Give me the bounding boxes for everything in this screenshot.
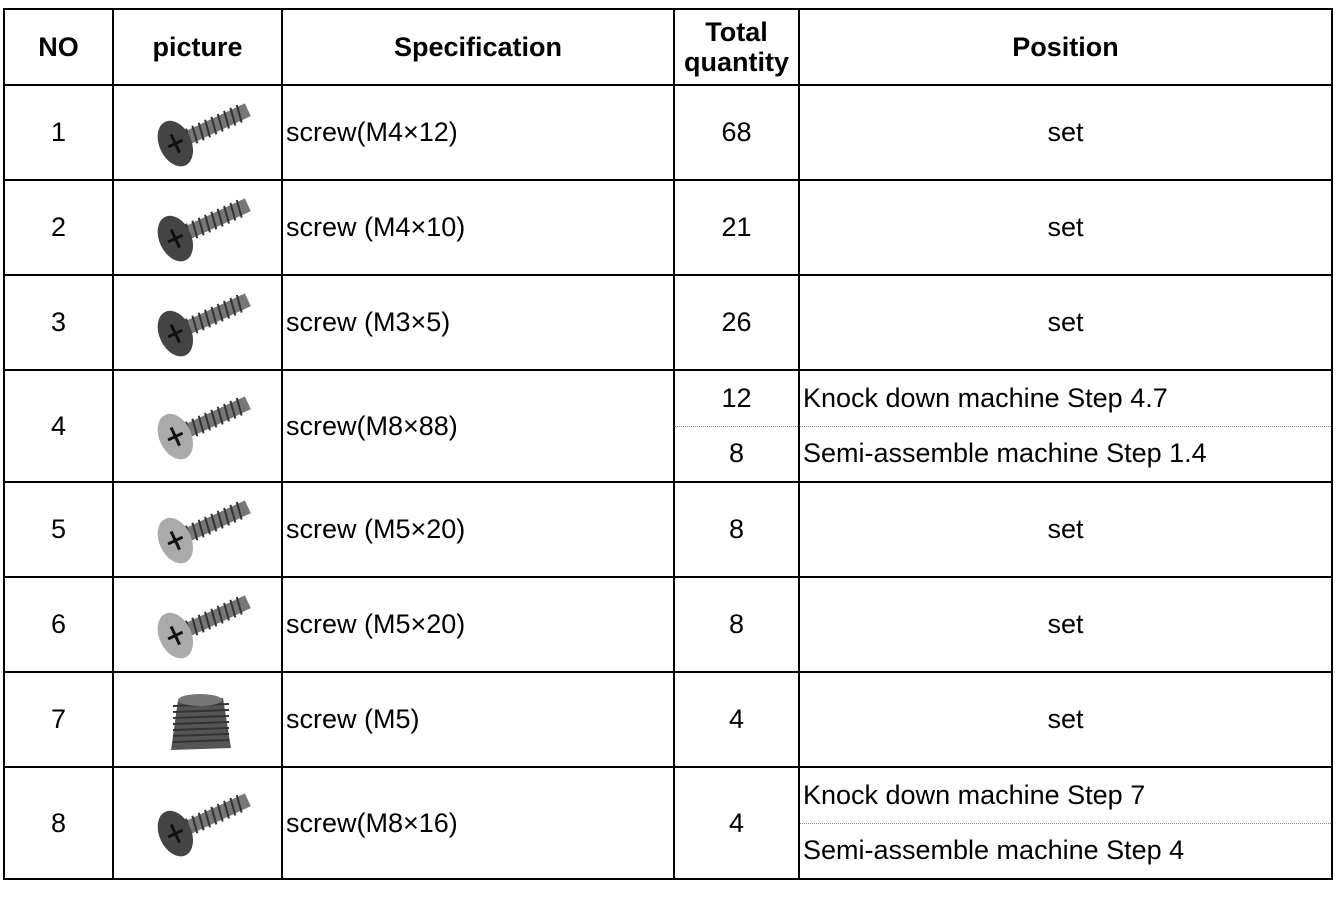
spec-cell: screw(M8×16) — [281, 766, 675, 880]
pic-cell — [112, 369, 283, 483]
quantity-cell: 26 — [673, 274, 800, 371]
header-cell: NO — [3, 8, 114, 86]
no-cell: 7 — [3, 671, 114, 768]
table-row: 1 screw(M4×12) 68 set — [3, 84, 1333, 181]
pic-cell — [112, 671, 283, 768]
table-row: 4 screw(M8×88) 12 Knock down machine Step 4… — [3, 369, 1333, 483]
table-row: 8 Semi-assemble machine Step 1.4 — [4, 425, 1333, 483]
position-cell: Knock down machine Step 4.7 — [798, 369, 1333, 427]
spec-cell: screw (M5×20) — [281, 481, 675, 578]
screw-picture — [157, 102, 251, 166]
pic-cell — [112, 576, 283, 673]
header-cell: Position — [798, 8, 1333, 86]
no-cell: 8 — [3, 766, 114, 880]
position-cell: Semi-assemble machine Step 4 — [798, 822, 1333, 880]
table-row: Semi-assemble machine Step 4 — [4, 822, 1333, 880]
header-cell: picture — [112, 8, 283, 86]
pic-cell — [112, 274, 283, 371]
position-cell: Knock down machine Step 7 — [798, 766, 1333, 824]
spec-cell: screw(M8×88) — [281, 369, 675, 483]
no-cell: 4 — [3, 369, 114, 483]
screw-picture — [157, 292, 251, 356]
table-row: 3 screw (M3×5) 26 set — [3, 274, 1333, 371]
quantity-cell: 8 — [673, 481, 800, 578]
spec-cell: screw (M5) — [281, 671, 675, 768]
spec-cell: screw (M4×10) — [281, 179, 675, 276]
quantity-cell: 8 — [673, 576, 800, 673]
position-cell: set — [798, 274, 1333, 371]
quantity-cell: 8 — [673, 425, 800, 483]
no-cell: 2 — [3, 179, 114, 276]
header-cell: Total quantity — [673, 8, 800, 86]
pic-cell — [112, 766, 283, 880]
spec-cell: screw(M4×12) — [281, 84, 675, 181]
parts-table: NO picture Specification Total quantity Posi… — [3, 8, 1333, 880]
screw-picture — [157, 396, 251, 460]
table-row: 7 screw (M5) 4 set — [3, 671, 1333, 768]
quantity-cell: 4 — [673, 671, 800, 768]
table-row: 2 screw (M4×10) 21 set — [3, 179, 1333, 276]
position-cell: set — [798, 576, 1333, 673]
pic-cell — [112, 481, 283, 578]
position-cell: set — [798, 179, 1333, 276]
screw-picture — [157, 499, 251, 563]
header-row: NO picture Specification Total quantity Posi… — [3, 8, 1333, 86]
position-cell: Semi-assemble machine Step 1.4 — [798, 425, 1333, 483]
pic-cell — [112, 179, 283, 276]
position-cell: set — [798, 84, 1333, 181]
table-body: 1 screw(M4×12) 68 set 2 screw (M4×10) 21 set 3 sc… — [3, 84, 1333, 880]
spec-cell: screw (M5×20) — [281, 576, 675, 673]
table-row: 6 screw (M5×20) 8 set — [3, 576, 1333, 673]
screw-picture — [157, 197, 251, 261]
screw-picture — [170, 693, 231, 750]
pic-cell — [112, 84, 283, 181]
screw-picture — [157, 594, 251, 658]
screw-picture — [157, 793, 251, 857]
no-cell: 1 — [3, 84, 114, 181]
quantity-cell: 21 — [673, 179, 800, 276]
no-cell: 6 — [3, 576, 114, 673]
table-row: 8 screw(M8×16) 4 Knock down machine Step 7 — [3, 766, 1333, 880]
no-cell: 5 — [3, 481, 114, 578]
quantity-cell: 68 — [673, 84, 800, 181]
spec-cell: screw (M3×5) — [281, 274, 675, 371]
position-cell: set — [798, 481, 1333, 578]
quantity-cell: 12 — [673, 369, 800, 427]
position-cell: set — [798, 671, 1333, 768]
quantity-cell: 4 — [673, 766, 800, 880]
table-row: 5 screw (M5×20) 8 set — [3, 481, 1333, 578]
header-cell: Specification — [281, 8, 675, 86]
no-cell: 3 — [3, 274, 114, 371]
